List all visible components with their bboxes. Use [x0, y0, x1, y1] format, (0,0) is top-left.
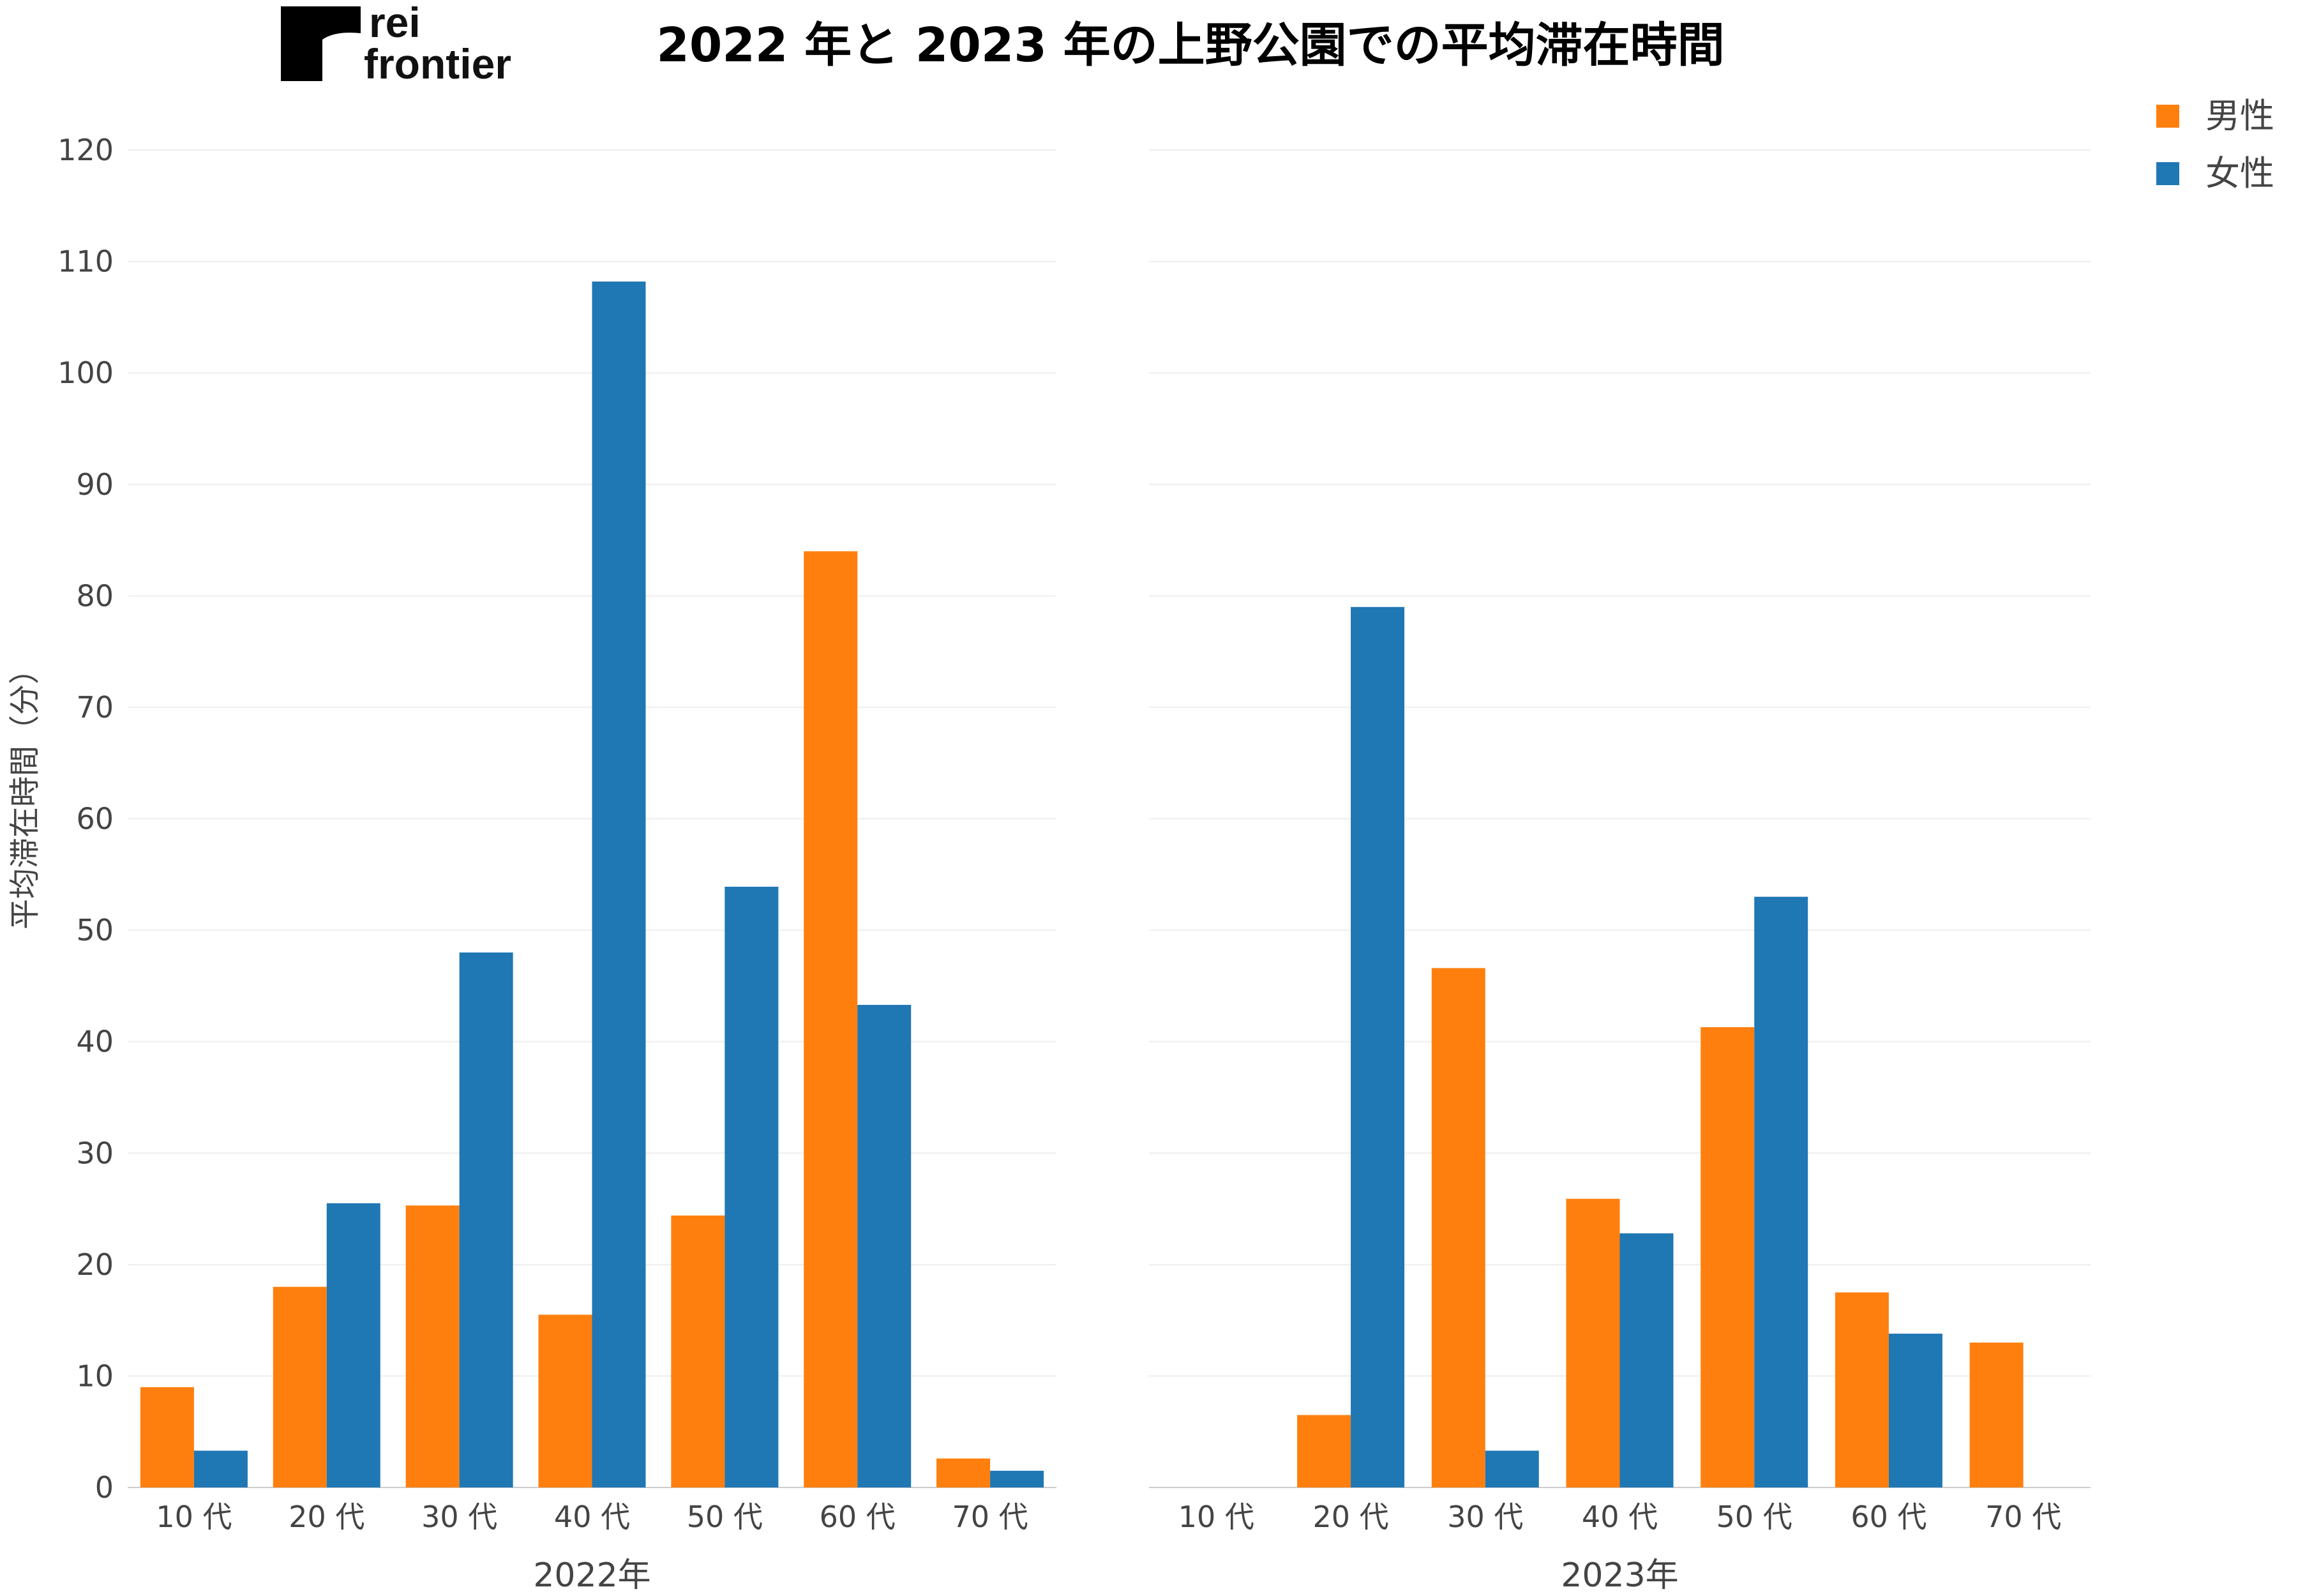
x-tick-label: 30 代 [421, 1500, 497, 1534]
y-tick-label: 10 [76, 1359, 114, 1393]
x-tick-label: 70 代 [1985, 1500, 2061, 1534]
bar-2022年-40代-男性 [538, 1314, 592, 1487]
y-tick-label: 90 [76, 467, 114, 502]
x-tick-label: 20 代 [289, 1500, 364, 1534]
bar-2023年-60代-男性 [1835, 1292, 1889, 1487]
x-axis-label: 2022年 [533, 1556, 650, 1595]
bar-2022年-20代-女性 [326, 1203, 380, 1487]
bar-2023年-30代-女性 [1485, 1450, 1539, 1487]
y-tick-label: 0 [95, 1470, 114, 1505]
bar-2022年-50代-女性 [725, 886, 779, 1487]
y-axis-label: 平均滞在時間（分） [7, 654, 43, 930]
bar-2022年-70代-男性 [936, 1458, 991, 1487]
chart-title: 2022 年と 2023 年の上野公園での平均滞在時間 [656, 18, 1724, 73]
x-tick-label: 10 代 [1178, 1500, 1254, 1534]
y-tick-label: 30 [76, 1136, 114, 1170]
y-tick-label: 120 [57, 133, 114, 167]
x-tick-label: 50 代 [687, 1500, 763, 1534]
bar-2022年-50代-男性 [671, 1216, 725, 1487]
bar-2022年-60代-男性 [804, 551, 858, 1487]
panel-2023: 10 代 20 代 30 代 40 代 50 代 60 代 70 代 2023年 [1178, 606, 2061, 1595]
legend: 男性 女性 [2156, 96, 2274, 193]
bar-2022年-30代-男性 [405, 1205, 460, 1487]
y-axis-ticks: 0 10 20 30 40 50 60 70 80 90 100 110 120 [57, 133, 114, 1505]
x-tick-label: 50 代 [1716, 1500, 1792, 1534]
x-tick-label: 10 代 [156, 1500, 232, 1534]
y-tick-label: 60 [76, 802, 114, 836]
y-tick-label: 40 [76, 1025, 114, 1059]
logo-mark [281, 6, 361, 81]
bar-2023年-70代-男性 [1969, 1343, 2024, 1487]
x-tick-label: 40 代 [1582, 1500, 1658, 1534]
logo-line1: rei [369, 0, 421, 46]
x-tick-label: 20 代 [1312, 1500, 1388, 1534]
legend-swatch-male [2156, 105, 2179, 128]
bar-2022年-70代-女性 [990, 1470, 1044, 1487]
legend-label-female: 女性 [2205, 153, 2274, 193]
bar-2023年-20代-男性 [1297, 1415, 1351, 1487]
bar-2023年-50代-女性 [1754, 896, 1808, 1487]
logo-line2: frontier [364, 40, 511, 87]
bar-2022年-20代-男性 [273, 1286, 327, 1487]
bar-2023年-50代-男性 [1701, 1027, 1755, 1487]
bar-2022年-10代-男性 [140, 1387, 194, 1487]
bar-2023年-30代-男性 [1431, 968, 1485, 1487]
x-tick-label: 70 代 [952, 1500, 1028, 1534]
bar-2022年-30代-女性 [459, 952, 513, 1487]
x-axis-label: 2023年 [1561, 1556, 1678, 1595]
y-tick-label: 70 [76, 690, 114, 725]
rei-frontier-logo: rei frontier [281, 0, 511, 87]
x-tick-label: 40 代 [554, 1500, 630, 1534]
legend-swatch-female [2156, 162, 2179, 185]
y-tick-label: 80 [76, 578, 114, 613]
y-tick-label: 100 [57, 356, 114, 390]
bar-2023年-40代-男性 [1566, 1198, 1620, 1487]
bar-2022年-60代-女性 [857, 1005, 912, 1487]
x-tick-label: 30 代 [1447, 1500, 1523, 1534]
bar-2023年-40代-女性 [1619, 1233, 1674, 1487]
x-tick-label: 60 代 [820, 1500, 896, 1534]
y-tick-label: 50 [76, 913, 114, 947]
y-tick-label: 110 [57, 245, 114, 279]
panel-2022: 10 代 20 代 30 代 40 代 50 代 60 代 70 代 2022年 [140, 282, 1044, 1595]
bar-2022年-10代-女性 [193, 1450, 248, 1487]
legend-label-male: 男性 [2205, 96, 2274, 136]
y-tick-label: 20 [76, 1247, 114, 1282]
bar-2023年-20代-女性 [1351, 606, 1405, 1487]
bar-2023年-60代-女性 [1888, 1334, 1942, 1487]
bar-2022年-40代-女性 [592, 282, 646, 1488]
x-tick-label: 60 代 [1851, 1500, 1926, 1534]
